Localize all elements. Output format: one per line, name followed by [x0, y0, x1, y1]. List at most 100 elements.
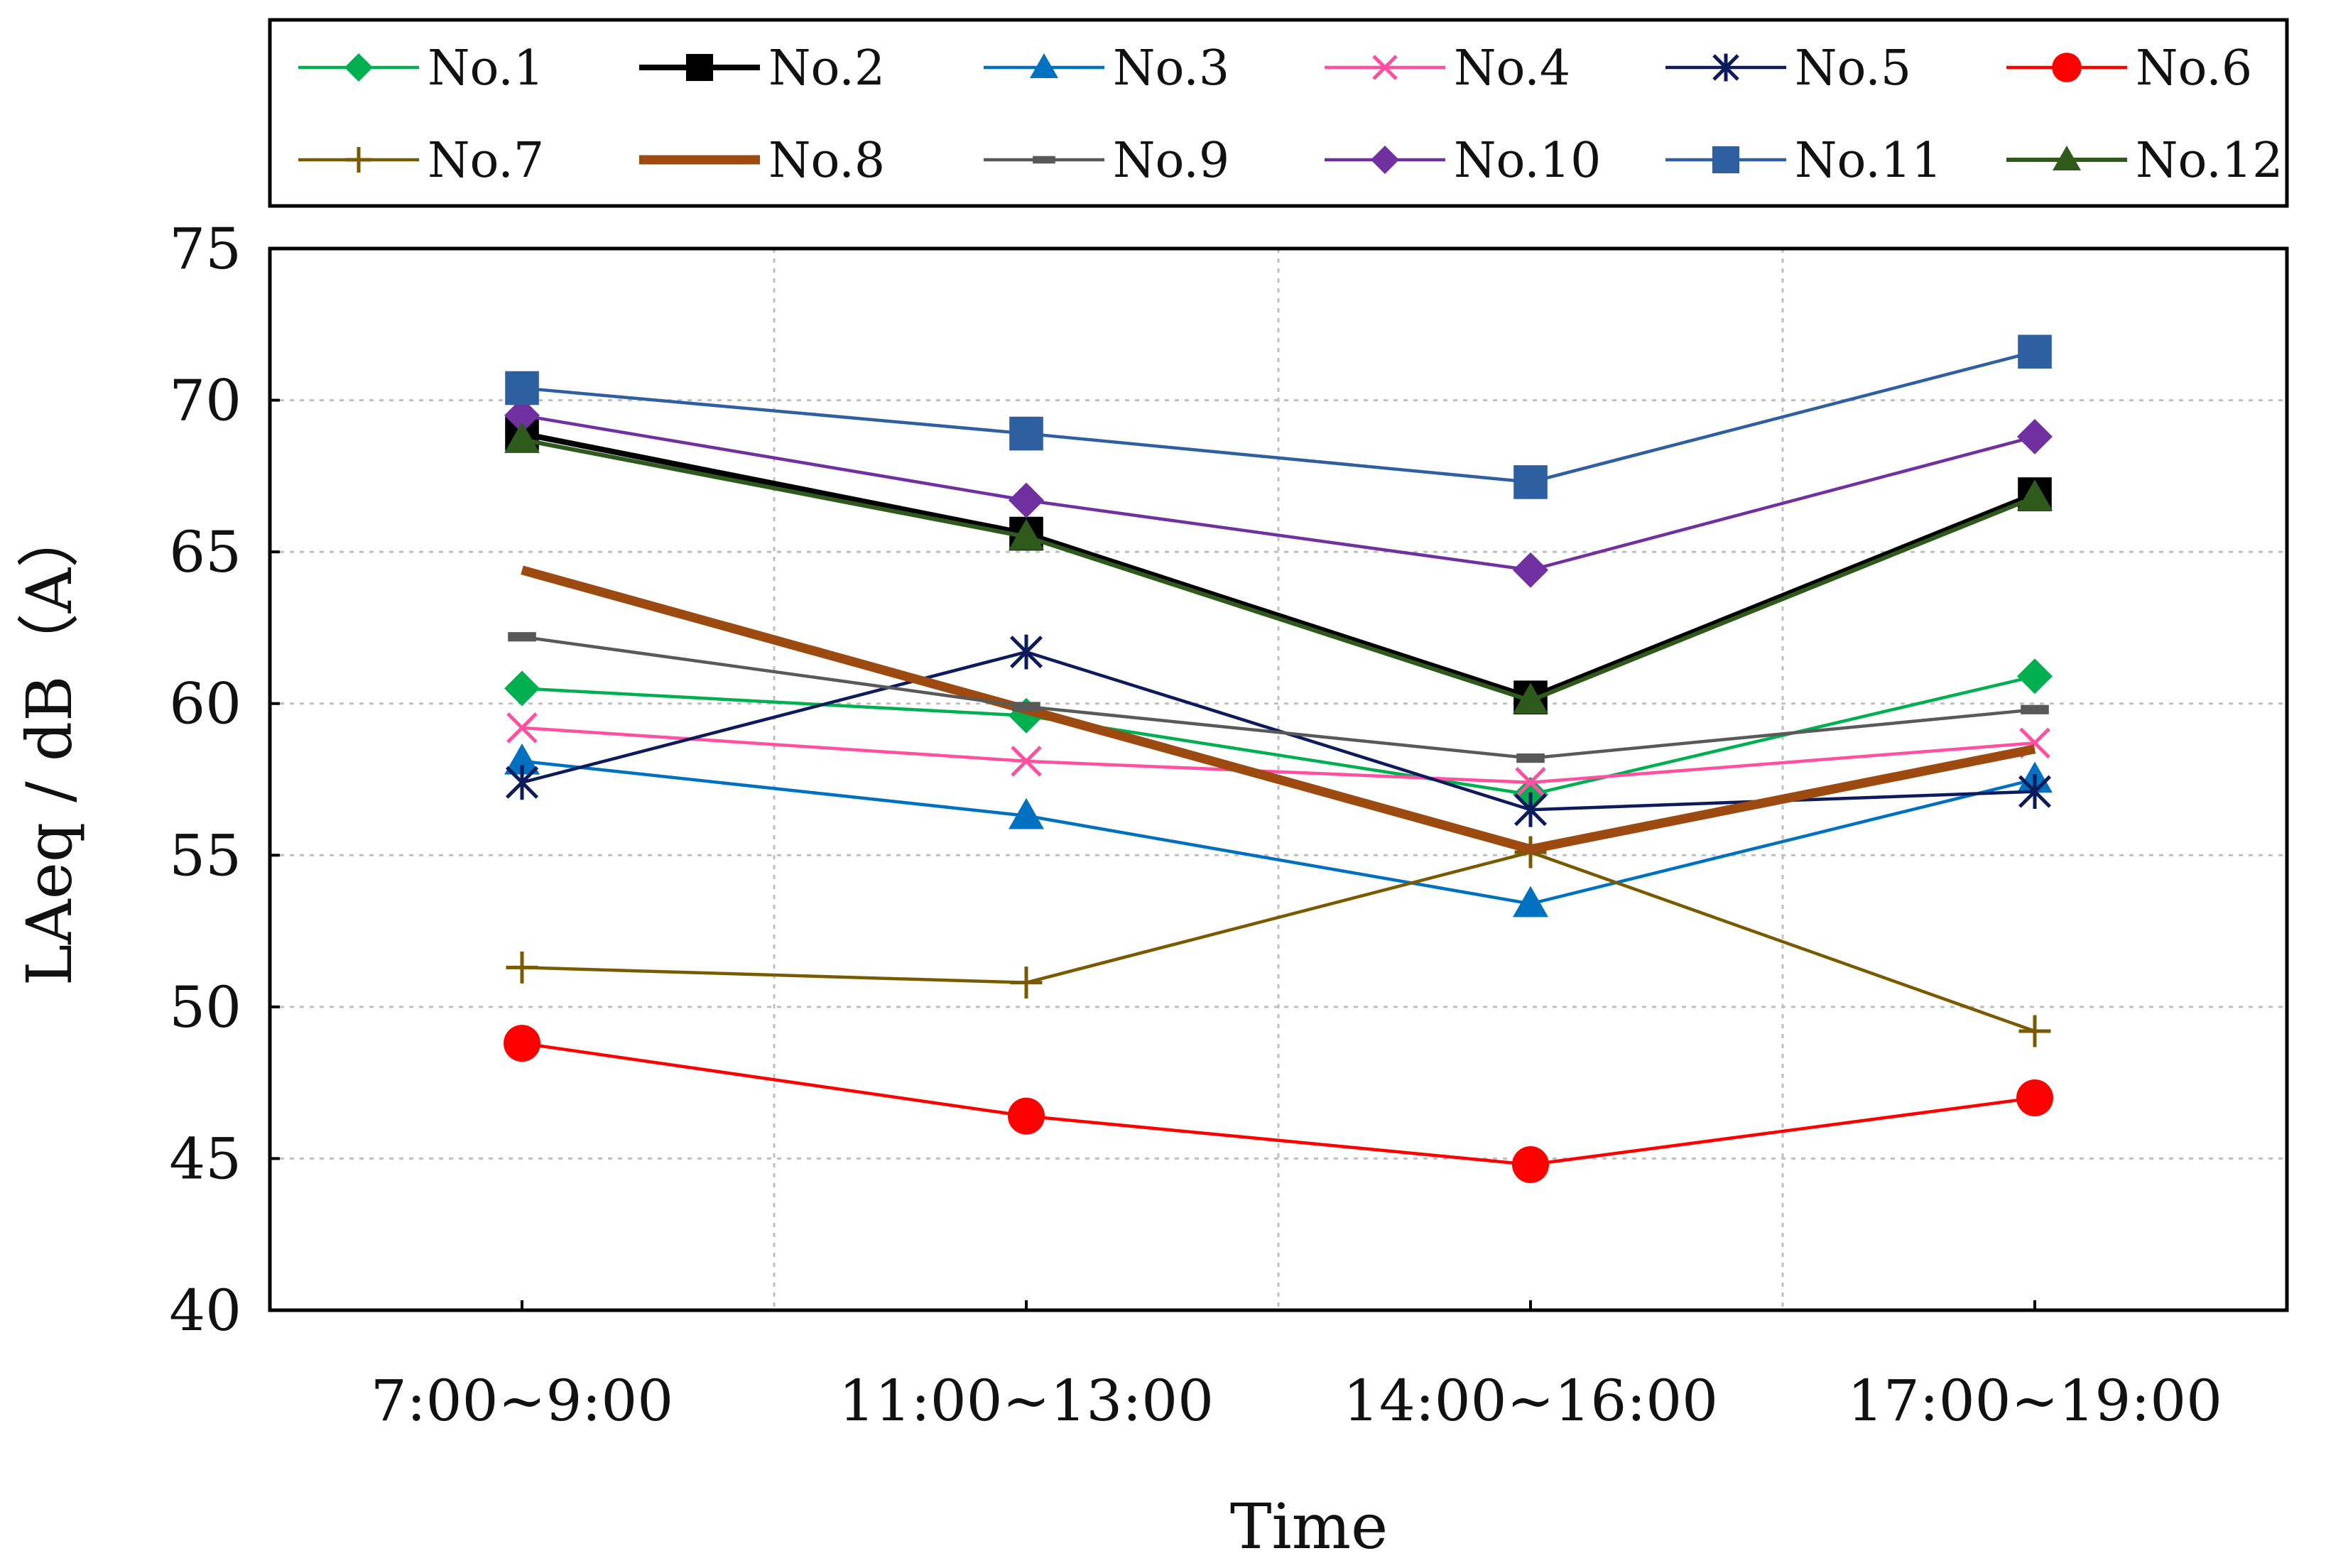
legend-marker: [2053, 146, 2081, 170]
data-point: [1011, 746, 1042, 777]
axes: 40 45 50 55 60 65 70 75 7:00~9:00 11:00~13:00 14:0…: [169, 216, 2289, 1434]
series-no4: [506, 712, 2050, 798]
series-line: [521, 430, 2036, 701]
series-no7: [506, 836, 2051, 1047]
legend-entry: No.12: [2006, 133, 2283, 189]
x-axis-title: Time: [1230, 1490, 1388, 1563]
series-no8: [521, 565, 2036, 854]
legend-label: No.1: [428, 40, 544, 97]
legend-marker: [1372, 55, 1398, 80]
legend-entry: No.3: [984, 40, 1229, 97]
series-line: [521, 726, 2036, 785]
data-point: [2021, 704, 2049, 714]
plot-frame: [268, 246, 2289, 1312]
data-point: [1009, 482, 1044, 518]
y-tick-label: 55: [169, 822, 241, 888]
legend-label: No.9: [1113, 133, 1229, 189]
legend-box: [268, 18, 2289, 208]
data-point: [1513, 682, 1548, 714]
x-tick-label: 14:00~16:00: [1343, 1368, 1718, 1434]
data-point: [1513, 552, 1548, 588]
legend-label: No.4: [1454, 40, 1570, 97]
data-point: [504, 422, 540, 453]
series-no9: [508, 632, 2049, 763]
legend-entry: No.4: [1325, 40, 1570, 97]
data-point: [1513, 465, 1548, 499]
x-tick-label: 11:00~13:00: [839, 1368, 1214, 1434]
y-tick-label: 70: [169, 368, 241, 434]
legend-label: No.2: [768, 40, 885, 97]
legend-marker: [2052, 53, 2082, 82]
legend: No.1 No.2 No.3 No.4 No.5 No.6 No.7 No.8 No.9 No.1…: [268, 18, 2289, 208]
data-point: [506, 951, 538, 984]
data-point: [505, 371, 539, 405]
data-point: [1012, 702, 1040, 712]
y-tick-label: 75: [169, 216, 241, 282]
y-tick-label: 60: [169, 671, 241, 737]
legend-label: No.7: [428, 133, 544, 189]
legend-marker: [1712, 53, 1739, 82]
data-point: [505, 765, 539, 800]
legend-marker: [1030, 53, 1058, 78]
series-no6: [504, 1025, 2053, 1183]
legend-entry: No.2: [639, 40, 885, 97]
legend-entry: No.11: [1665, 133, 1942, 189]
data-point: [504, 397, 540, 433]
y-tick-label: 40: [169, 1278, 241, 1344]
y-tick-label: 45: [169, 1126, 241, 1192]
x-tick-label: 17:00~19:00: [1847, 1368, 2222, 1434]
legend-entry: No.7: [298, 133, 544, 189]
legend-entry: No.1: [298, 40, 544, 97]
data-point: [504, 670, 540, 707]
legend-marker: [685, 53, 714, 82]
x-tick-label: 7:00~9:00: [371, 1368, 673, 1434]
legend-marker: [346, 147, 371, 173]
data-point: [2018, 334, 2052, 369]
legend-label: No.8: [768, 133, 885, 189]
series-line: [521, 759, 2036, 905]
data-point: [2017, 479, 2053, 511]
data-point: [1515, 767, 1546, 798]
data-point: [2018, 774, 2052, 810]
legend-entry: No.8: [639, 133, 885, 189]
data-point: [504, 743, 540, 775]
data-point: [506, 712, 538, 744]
series-line: [521, 350, 2036, 484]
series-no11: [505, 334, 2052, 499]
data-point: [1516, 753, 1545, 763]
series-line: [521, 1041, 2036, 1167]
data-point: [1009, 797, 1044, 829]
data-point: [1513, 886, 1548, 918]
legend-marker: [1712, 146, 1740, 174]
data-point: [1010, 967, 1043, 999]
legend-entry: No.10: [1325, 133, 1601, 189]
series-line: [521, 850, 2036, 1033]
legend-label: No.10: [1454, 133, 1601, 189]
data-point: [508, 632, 536, 642]
series-line: [521, 437, 2036, 703]
legend-label: No.11: [1795, 133, 1942, 189]
y-axis-title: LAeq / dB（A）: [13, 506, 86, 986]
legend-marker: [1371, 146, 1399, 174]
legend-marker: [1033, 156, 1055, 164]
data-point: [1513, 792, 1548, 827]
y-tick-label: 65: [169, 519, 241, 585]
axis-titles: Time LAeq / dB（A）: [13, 506, 1388, 1563]
data-point: [504, 1025, 540, 1062]
series-line: [521, 413, 2036, 572]
data-point: [2017, 658, 2053, 695]
legend-entry: No.5: [1665, 40, 1911, 97]
legend-marker: [344, 53, 373, 82]
legend-entry: No.9: [984, 133, 1229, 189]
y-tick-label: 50: [169, 974, 241, 1040]
data-point: [2018, 1015, 2051, 1047]
series-no12: [504, 422, 2053, 714]
legend-label: No.6: [2136, 40, 2252, 97]
data-point: [1009, 416, 1043, 451]
data-point: [1512, 1145, 1549, 1183]
data-point: [1009, 518, 1044, 550]
legend-label: No.12: [2136, 133, 2283, 189]
legend-entry: No.6: [2006, 40, 2252, 97]
legend-label: No.5: [1795, 40, 1911, 97]
